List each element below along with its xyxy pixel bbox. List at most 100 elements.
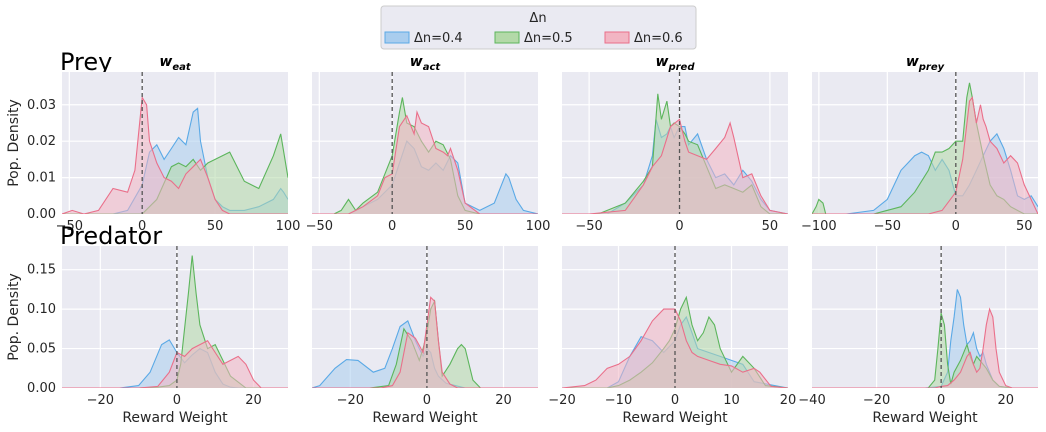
panel: −20 0 20 0.00 0.05 0.10 0.15 Reward Weight [27,246,288,426]
x-tick-label: 0 [952,219,960,234]
panel: −100 −50 0 50 wprey [801,54,1038,234]
series-layer [312,97,538,214]
x-tick-label: −10 [605,393,632,408]
legend-entry-label: Δn=0.5 [524,31,573,46]
series-area [62,340,288,388]
x-tick-label: 0 [173,393,181,408]
x-tick-label: −40 [798,393,825,408]
x-tick-label: 0 [675,219,683,234]
y-tick-label: 0.01 [27,171,56,186]
x-tick-label: −50 [56,219,83,234]
panel-title: wpred [656,54,696,73]
legend-entry-label: Δn=0.4 [414,31,463,46]
x-tick-label: 10 [723,393,740,408]
y-axis-label: Pop. Density [6,273,22,361]
x-axis-label: Reward Weight [122,410,228,426]
series-area [812,309,1038,388]
legend-swatch [494,31,520,44]
series-layer [562,93,788,214]
panel-title-subscript: act [423,62,442,73]
y-tick-label: 0.10 [27,302,56,317]
x-tick-label: 50 [207,219,224,234]
panel-title-subscript: pred [667,62,695,73]
series-area [562,119,788,214]
panel-title-main: w [410,54,423,70]
x-tick-label: 100 [526,219,551,234]
series-layer [312,296,538,388]
x-tick-label: 100 [276,219,301,234]
legend-title: Δn [529,11,546,26]
x-tick-label: 0 [671,393,679,408]
series-area [62,133,288,214]
panel-title-subscript: eat [172,62,192,73]
x-axis-label: Reward Weight [372,410,478,426]
row-title: Prey [60,48,112,76]
x-tick-label: −20 [863,393,890,408]
panel: −40 −20 0 20 Reward Weight [798,246,1038,426]
series-line [812,96,1038,214]
x-tick-label: 20 [495,393,512,408]
x-tick-label: −50 [306,219,333,234]
row-title: Predator [60,222,162,250]
y-tick-label: 0.05 [27,342,56,357]
x-tick-label: 0 [388,219,396,234]
x-tick-label: −20 [87,393,114,408]
panel: −20 0 20 Reward Weight [312,246,538,426]
y-tick-label: 0.03 [27,98,56,113]
panel: −20 −10 0 10 20 Reward Weight [548,246,796,426]
x-tick-label: 20 [780,393,797,408]
series-line [812,307,1038,388]
legend-swatch [384,31,410,44]
x-tick-label: 0 [138,219,146,234]
series-line [562,119,788,214]
x-tick-label: 0 [423,393,431,408]
series-layer [812,289,1038,388]
y-tick-label: 0.00 [27,381,56,396]
panel: −50 0 50 wpred [562,54,788,234]
series-line [312,109,538,214]
panel-title-main: w [906,54,919,70]
panel-title: weat [159,54,191,73]
panel-title: wprey [906,54,945,73]
x-tick-label: −20 [548,393,575,408]
x-tick-label: 50 [762,219,779,234]
panel-title-main: w [159,54,172,70]
series-line [562,308,788,388]
series-area [62,108,288,214]
x-tick-label: −100 [801,219,837,234]
x-tick-label: 0 [937,393,945,408]
x-axis-label: Reward Weight [872,410,978,426]
panel: −50 0 50 100 0.00 0.01 0.02 0.03 weat [27,54,300,234]
panel-title: wact [410,54,442,73]
plot-area [812,246,1038,388]
series-area [812,97,1038,214]
panel: −50 0 50 100 wact [306,54,551,234]
y-tick-label: 0.15 [27,263,56,278]
panel-title-main: w [656,54,669,70]
y-tick-label: 0.02 [27,134,56,149]
x-axis-label: Reward Weight [622,410,728,426]
series-layer [62,255,288,388]
y-tick-label: 0.00 [27,207,56,222]
x-tick-label: 20 [245,393,262,408]
legend-swatch [604,31,630,44]
legend: Δn Δn=0.4 Δn=0.5 Δn=0.6 [380,5,697,50]
series-area [562,309,788,388]
series-line [62,95,288,214]
x-tick-label: −20 [337,393,364,408]
series-area [312,112,538,214]
series-line [562,118,788,214]
x-tick-label: 20 [997,393,1014,408]
legend-entry-label: Δn=0.6 [634,31,683,46]
x-tick-label: −50 [575,219,602,234]
x-tick-label: −50 [874,219,901,234]
x-tick-label: 50 [457,219,474,234]
series-layer [62,95,288,214]
series-area [62,97,288,214]
panel-title-subscript: prey [918,62,945,73]
series-line [62,339,288,388]
x-tick-label: 50 [1016,219,1033,234]
series-layer [812,82,1038,214]
